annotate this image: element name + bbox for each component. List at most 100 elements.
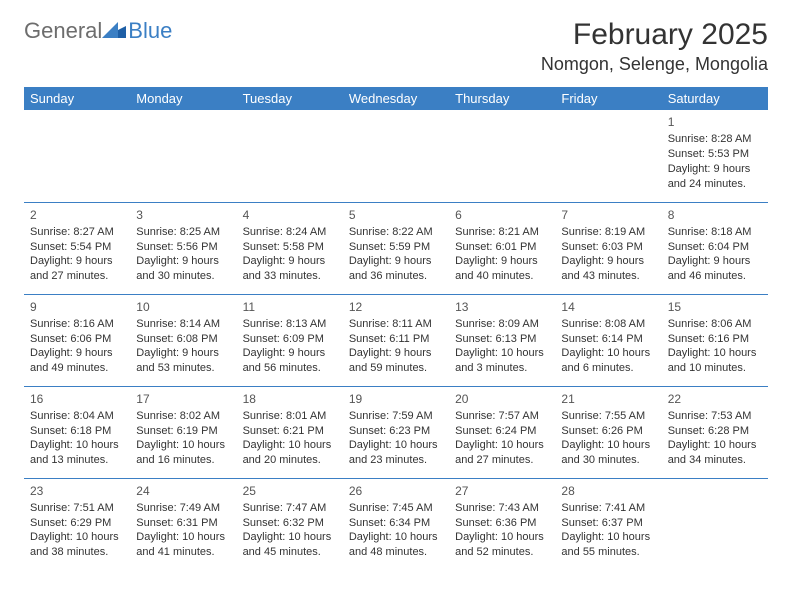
- calendar-cell: [343, 110, 449, 202]
- sunrise-text: Sunrise: 7:51 AM: [30, 501, 124, 516]
- sunset-text: Sunset: 5:54 PM: [30, 240, 124, 255]
- day-number: 22: [668, 391, 762, 407]
- calendar-cell: 12Sunrise: 8:11 AMSunset: 6:11 PMDayligh…: [343, 294, 449, 386]
- day-number: 21: [561, 391, 655, 407]
- sunset-text: Sunset: 6:18 PM: [30, 424, 124, 439]
- daylight-text: Daylight: 10 hours and 3 minutes.: [455, 346, 549, 376]
- page-header: General Blue February 2025 Nomgon, Selen…: [24, 18, 768, 75]
- day-number: 6: [455, 207, 549, 223]
- calendar-cell: 25Sunrise: 7:47 AMSunset: 6:32 PMDayligh…: [237, 478, 343, 570]
- calendar-cell: 9Sunrise: 8:16 AMSunset: 6:06 PMDaylight…: [24, 294, 130, 386]
- sunset-text: Sunset: 6:29 PM: [30, 516, 124, 531]
- daylight-text: Daylight: 9 hours and 40 minutes.: [455, 254, 549, 284]
- sunrise-text: Sunrise: 8:01 AM: [243, 409, 337, 424]
- day-number: 8: [668, 207, 762, 223]
- daylight-text: Daylight: 10 hours and 48 minutes.: [349, 530, 443, 560]
- day-number: 5: [349, 207, 443, 223]
- day-number: 2: [30, 207, 124, 223]
- sunrise-text: Sunrise: 8:06 AM: [668, 317, 762, 332]
- sunrise-text: Sunrise: 8:27 AM: [30, 225, 124, 240]
- logo-text-general: General: [24, 18, 102, 44]
- sunset-text: Sunset: 6:16 PM: [668, 332, 762, 347]
- day-number: 25: [243, 483, 337, 499]
- sunrise-text: Sunrise: 8:18 AM: [668, 225, 762, 240]
- sunset-text: Sunset: 6:23 PM: [349, 424, 443, 439]
- sunrise-text: Sunrise: 7:53 AM: [668, 409, 762, 424]
- logo-text-blue: Blue: [128, 18, 172, 44]
- day-number: 17: [136, 391, 230, 407]
- sunset-text: Sunset: 6:36 PM: [455, 516, 549, 531]
- day-number: 1: [668, 114, 762, 130]
- calendar-cell: 10Sunrise: 8:14 AMSunset: 6:08 PMDayligh…: [130, 294, 236, 386]
- calendar-cell: 26Sunrise: 7:45 AMSunset: 6:34 PMDayligh…: [343, 478, 449, 570]
- calendar-cell: 24Sunrise: 7:49 AMSunset: 6:31 PMDayligh…: [130, 478, 236, 570]
- calendar-cell: 6Sunrise: 8:21 AMSunset: 6:01 PMDaylight…: [449, 202, 555, 294]
- sunset-text: Sunset: 6:24 PM: [455, 424, 549, 439]
- day-number: 23: [30, 483, 124, 499]
- sunset-text: Sunset: 5:58 PM: [243, 240, 337, 255]
- calendar-cell: 13 Sunrise: 8:09 AMSunset: 6:13 PMDayligh…: [449, 294, 555, 386]
- daylight-text: Daylight: 10 hours and 38 minutes.: [30, 530, 124, 560]
- weekday-header: Saturday: [662, 87, 768, 110]
- sunset-text: Sunset: 6:13 PM: [455, 332, 549, 347]
- daylight-text: Daylight: 10 hours and 52 minutes.: [455, 530, 549, 560]
- daylight-text: Daylight: 10 hours and 6 minutes.: [561, 346, 655, 376]
- daylight-text: Daylight: 9 hours and 59 minutes.: [349, 346, 443, 376]
- sunset-text: Sunset: 6:34 PM: [349, 516, 443, 531]
- daylight-text: Daylight: 10 hours and 23 minutes.: [349, 438, 443, 468]
- daylight-text: Daylight: 9 hours and 49 minutes.: [30, 346, 124, 376]
- day-number: 9: [30, 299, 124, 315]
- sunrise-text: Sunrise: 8:09 AM: [455, 317, 549, 332]
- day-number: 26: [349, 483, 443, 499]
- daylight-text: Daylight: 9 hours and 30 minutes.: [136, 254, 230, 284]
- calendar-cell: 20Sunrise: 7:57 AMSunset: 6:24 PMDayligh…: [449, 386, 555, 478]
- calendar-cell: 28Sunrise: 7:41 AMSunset: 6:37 PMDayligh…: [555, 478, 661, 570]
- daylight-text: Daylight: 10 hours and 27 minutes.: [455, 438, 549, 468]
- sunrise-text: Sunrise: 7:55 AM: [561, 409, 655, 424]
- calendar-cell: 17Sunrise: 8:02 AMSunset: 6:19 PMDayligh…: [130, 386, 236, 478]
- calendar-cell: 4Sunrise: 8:24 AMSunset: 5:58 PMDaylight…: [237, 202, 343, 294]
- daylight-text: Daylight: 9 hours and 43 minutes.: [561, 254, 655, 284]
- sunrise-text: Sunrise: 8:11 AM: [349, 317, 443, 332]
- calendar-cell: 2Sunrise: 8:27 AMSunset: 5:54 PMDaylight…: [24, 202, 130, 294]
- daylight-text: Daylight: 10 hours and 13 minutes.: [30, 438, 124, 468]
- calendar-cell: [130, 110, 236, 202]
- sunset-text: Sunset: 6:31 PM: [136, 516, 230, 531]
- day-number: 3: [136, 207, 230, 223]
- calendar-cell: 23 Sunrise: 7:51 AMSunset: 6:29 PMDayligh…: [24, 478, 130, 570]
- weekday-header: Wednesday: [343, 87, 449, 110]
- weekday-header: Tuesday: [237, 87, 343, 110]
- daylight-text: Daylight: 9 hours and 46 minutes.: [668, 254, 762, 284]
- calendar-cell: [555, 110, 661, 202]
- weekday-header: Friday: [555, 87, 661, 110]
- sunrise-text: Sunrise: 8:08 AM: [561, 317, 655, 332]
- calendar-cell: [24, 110, 130, 202]
- logo-mark-icon: [102, 20, 126, 43]
- sunset-text: Sunset: 6:11 PM: [349, 332, 443, 347]
- title-block: February 2025 Nomgon, Selenge, Mongolia: [541, 18, 768, 75]
- sunrise-text: Sunrise: 8:22 AM: [349, 225, 443, 240]
- sunrise-text: Sunrise: 8:28 AM: [668, 132, 762, 147]
- daylight-text: Daylight: 10 hours and 20 minutes.: [243, 438, 337, 468]
- sunrise-text: Sunrise: 8:19 AM: [561, 225, 655, 240]
- day-number: 13: [455, 299, 549, 315]
- calendar-cell: 21Sunrise: 7:55 AMSunset: 6:26 PMDayligh…: [555, 386, 661, 478]
- sunrise-text: Sunrise: 8:24 AM: [243, 225, 337, 240]
- calendar-row: 1 Sunrise: 8:28 AMSunset: 5:53 PMDaylight…: [24, 110, 768, 202]
- calendar-cell: 14Sunrise: 8:08 AMSunset: 6:14 PMDayligh…: [555, 294, 661, 386]
- calendar-cell: 15Sunrise: 8:06 AMSunset: 6:16 PMDayligh…: [662, 294, 768, 386]
- daylight-text: Daylight: 9 hours and 24 minutes.: [668, 162, 762, 192]
- weekday-header-row: Sunday Monday Tuesday Wednesday Thursday…: [24, 87, 768, 110]
- calendar-row: 16Sunrise: 8:04 AMSunset: 6:18 PMDayligh…: [24, 386, 768, 478]
- sunset-text: Sunset: 5:56 PM: [136, 240, 230, 255]
- month-title: February 2025: [541, 18, 768, 52]
- sunset-text: Sunset: 6:26 PM: [561, 424, 655, 439]
- sunset-text: Sunset: 5:53 PM: [668, 147, 762, 162]
- sunset-text: Sunset: 6:28 PM: [668, 424, 762, 439]
- calendar-cell: [662, 478, 768, 570]
- calendar-cell: 18Sunrise: 8:01 AMSunset: 6:21 PMDayligh…: [237, 386, 343, 478]
- sunrise-text: Sunrise: 8:13 AM: [243, 317, 337, 332]
- sunset-text: Sunset: 6:01 PM: [455, 240, 549, 255]
- day-number: 28: [561, 483, 655, 499]
- calendar-cell: 1 Sunrise: 8:28 AMSunset: 5:53 PMDaylight…: [662, 110, 768, 202]
